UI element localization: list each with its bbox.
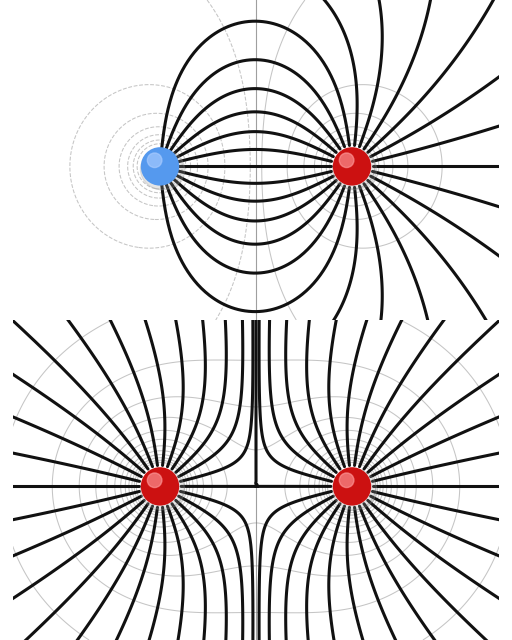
Ellipse shape [332, 470, 377, 509]
Circle shape [141, 467, 179, 506]
Ellipse shape [332, 149, 377, 189]
Circle shape [141, 147, 179, 186]
Circle shape [333, 467, 371, 506]
Ellipse shape [140, 149, 185, 189]
Circle shape [339, 153, 354, 168]
Circle shape [339, 473, 354, 488]
Circle shape [147, 153, 162, 168]
Ellipse shape [140, 470, 185, 509]
Circle shape [147, 473, 162, 488]
Circle shape [333, 147, 371, 186]
